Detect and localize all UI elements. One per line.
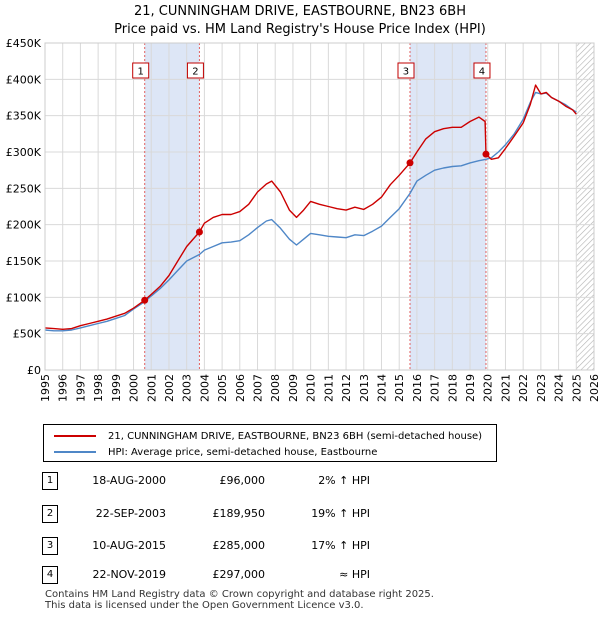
y-tick-label: £250K [6, 182, 42, 195]
x-tick-label: 2011 [322, 374, 335, 402]
chart-title: 21, CUNNINGHAM DRIVE, EASTBOURNE, BN23 6… [133, 4, 466, 19]
y-tick-label: £50K [13, 328, 42, 341]
x-tick-label: 2012 [340, 374, 353, 402]
price-chart: £0 £50K £100K £150K £200K £250K £300K £350K £400… [6, 37, 600, 402]
chart-title-block: 21, CUNNINGHAM DRIVE, EASTBOURNE, BN23 6… [0, 3, 600, 39]
transaction-label-box [473, 62, 491, 79]
x-tick-label: 2018 [446, 374, 459, 402]
legend-label-hpi: HPI: Average price, semi-detached house,… [108, 446, 378, 458]
transaction-number: 4 [42, 566, 58, 584]
transaction-date: 22-SEP-2003 [95, 507, 166, 520]
transaction-number: 2 [42, 505, 58, 523]
x-tick-label: 2004 [198, 374, 211, 402]
y-tick-label: £400K [6, 73, 42, 86]
transaction-label: 4 [479, 67, 485, 78]
x-tick-label: 2020 [482, 374, 495, 402]
footer-copyright: Contains HM Land Registry data © Crown c… [45, 589, 434, 600]
footer: Contains HM Land Registry data © Crown c… [45, 589, 434, 611]
transaction-date: 10-AUG-2015 [92, 539, 166, 552]
transaction-date: 18-AUG-2000 [92, 474, 166, 487]
legend-swatch-hpi [54, 451, 96, 453]
table-row: 3 10-AUG-2015 £285,000 17% ↑ HPI [0, 537, 600, 557]
x-tick-label: 2023 [535, 374, 548, 402]
transaction-hpi: ≈ HPI [339, 568, 370, 581]
chart-legend: 21, CUNNINGHAM DRIVE, EASTBOURNE, BN23 6… [43, 424, 497, 462]
transaction-price: £297,000 [212, 568, 266, 581]
chart-subtitle: Price paid vs. HM Land Registry's House … [114, 22, 486, 37]
x-tick-label: 2010 [305, 374, 318, 402]
transaction-hpi: 2% ↑ HPI [318, 474, 370, 487]
y-tick-label: £200K [6, 219, 42, 232]
transaction-hpi: 19% ↑ HPI [311, 507, 370, 520]
x-tick-label: 2026 [588, 374, 600, 402]
footer-licence: This data is licensed under the Open Gov… [45, 600, 364, 611]
sale-point [482, 150, 490, 158]
y-tick-label: £350K [6, 110, 42, 123]
plot-border [44, 42, 595, 371]
x-tick-label: 1998 [92, 374, 105, 402]
shaded-period [144, 43, 200, 370]
table-row: 2 22-SEP-2003 £189,950 19% ↑ HPI [0, 505, 600, 525]
transaction-label: 1 [138, 67, 144, 78]
x-tick-label: 2015 [393, 374, 406, 402]
legend-swatch-property [54, 435, 96, 437]
plot-area [45, 43, 594, 370]
transaction-label-box [397, 62, 415, 79]
sale-point [195, 228, 203, 236]
transaction-number: 1 [42, 472, 58, 490]
x-tick-label: 2013 [358, 374, 371, 402]
transaction-label: 3 [403, 67, 409, 78]
x-tick-label: 2021 [499, 374, 512, 402]
x-tick-label: 2007 [252, 374, 265, 402]
x-tick-label: 2016 [411, 374, 424, 402]
transaction-date: 22-NOV-2019 [92, 568, 166, 581]
legend-item-hpi: HPI: Average price, semi-detached house,… [54, 444, 377, 460]
x-tick-label: 2000 [128, 374, 141, 402]
x-tick-label: 1999 [110, 374, 123, 402]
x-tick-label: 2001 [145, 374, 158, 402]
transaction-label-box [132, 62, 150, 79]
y-tick-label: £300K [6, 146, 42, 159]
y-tick-label: £0 [27, 364, 41, 377]
transaction-number: 3 [42, 537, 58, 555]
x-tick-label: 2017 [429, 374, 442, 402]
x-tick-label: 2002 [163, 374, 176, 402]
transaction-label-box [186, 62, 204, 79]
x-tick-label: 2019 [464, 374, 477, 402]
x-tick-label: 2005 [216, 374, 229, 402]
y-tick-label: £150K [6, 255, 42, 268]
x-tick-label: 2009 [287, 374, 300, 402]
x-tick-label: 2014 [375, 374, 388, 402]
table-row: 1 18-AUG-2000 £96,000 2% ↑ HPI [0, 472, 600, 492]
y-tick-label: £450K [6, 37, 42, 50]
x-tick-label: 1997 [74, 374, 87, 402]
transaction-price: £189,950 [212, 507, 266, 520]
transaction-hpi: 17% ↑ HPI [311, 539, 370, 552]
x-tick-label: 2008 [269, 374, 282, 402]
x-tick-label: 2025 [570, 374, 583, 402]
y-tick-label: £100K [6, 291, 42, 304]
x-tick-label: 2022 [517, 374, 530, 402]
legend-label-property: 21, CUNNINGHAM DRIVE, EASTBOURNE, BN23 6… [108, 430, 483, 442]
transaction-price: £285,000 [212, 539, 266, 552]
x-tick-label: 1995 [39, 374, 52, 402]
table-row: 4 22-NOV-2019 £297,000 ≈ HPI [0, 566, 600, 586]
x-tick-label: 1996 [57, 374, 70, 402]
x-tick-label: 2006 [234, 374, 247, 402]
legend-item-property: 21, CUNNINGHAM DRIVE, EASTBOURNE, BN23 6… [54, 428, 482, 444]
shaded-period [409, 43, 486, 370]
sale-point [141, 296, 149, 304]
transaction-label: 2 [192, 67, 198, 78]
x-tick-label: 2024 [553, 374, 566, 402]
sale-point [406, 159, 414, 167]
projection-area [576, 43, 594, 370]
transaction-price: £96,000 [219, 474, 266, 487]
x-tick-label: 2003 [181, 374, 194, 402]
